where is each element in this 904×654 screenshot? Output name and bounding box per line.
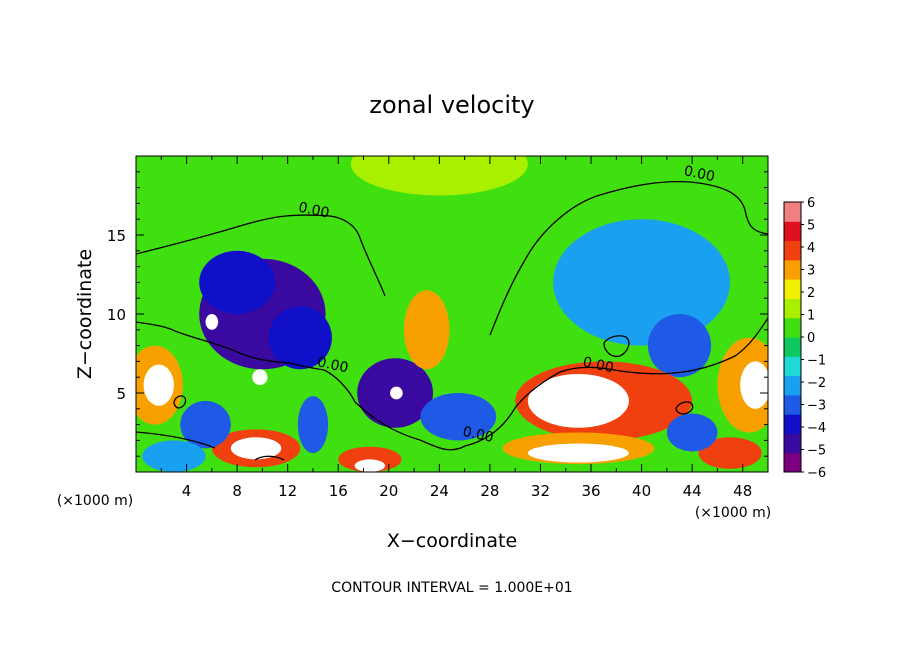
field-cell (143, 364, 174, 406)
contour-label: 0.00 (297, 199, 331, 221)
chart-title: zonal velocity (369, 91, 534, 119)
y-tick-label: 5 (116, 385, 126, 403)
field-cells (136, 156, 768, 472)
contour-interval-footer: CONTOUR INTERVAL = 1.000E+01 (331, 580, 572, 596)
field-cell (698, 437, 762, 469)
colorbar-tick-label: −3 (807, 399, 826, 414)
colorbar-swatch (784, 356, 801, 377)
field-cell (180, 400, 231, 449)
x-tick-label: 36 (581, 482, 600, 500)
colorbar-tick-label: 1 (807, 309, 815, 324)
field-cell (553, 219, 731, 346)
field-cell (350, 156, 528, 196)
colorbar-swatch (784, 452, 801, 473)
colorbar-swatch (784, 259, 801, 280)
colorbar-swatch (784, 337, 801, 357)
colorbar-tick-label: 5 (807, 219, 815, 234)
zero-contour-lines (136, 180, 768, 461)
colorbar-tick-label: −4 (807, 421, 826, 436)
colorbar-tick-label: 3 (807, 264, 815, 279)
field-cell (268, 306, 332, 370)
colorbar-tick-label: −2 (807, 376, 826, 391)
x-tick-label: 48 (733, 482, 752, 500)
field-cell (230, 437, 282, 460)
colorbar-tick-label: 2 (807, 286, 815, 301)
contour-label: 0.00 (581, 354, 615, 376)
y-axis-label: Z−coordinate (74, 249, 96, 379)
x-tick-label: 8 (232, 482, 242, 500)
colorbar-swatch (784, 240, 801, 261)
colorbar-swatch (784, 375, 801, 396)
x-unit-left: (×1000 m) (57, 493, 133, 509)
field-cell (354, 459, 386, 472)
x-tick-label: 16 (329, 482, 348, 500)
field-cell (527, 374, 629, 428)
x-axis-label: X−coordinate (387, 530, 517, 552)
field-cell (199, 250, 276, 314)
y-tick-label: 15 (107, 227, 126, 245)
contour-label: 0.00 (316, 354, 350, 376)
colorbar-swatch (784, 298, 801, 319)
x-tick-label: 4 (182, 482, 192, 500)
x-tick-label: 28 (480, 482, 499, 500)
colorbar-tick-label: 6 (807, 196, 815, 211)
field-cell (420, 393, 497, 441)
colorbar-tick-label: 4 (807, 241, 815, 256)
field-cell (527, 443, 629, 463)
y-axis: 5 10 15 (107, 171, 768, 457)
x-tick-label: 20 (379, 482, 398, 500)
colorbar-tick-label: 0 (807, 331, 815, 346)
x-tick-label: 32 (531, 482, 550, 500)
field-cell (647, 314, 712, 378)
field-cell (740, 361, 768, 409)
colorbar-swatch (784, 221, 801, 242)
field-cell (390, 386, 403, 400)
field-cell (403, 290, 450, 370)
y-tick-label: 10 (107, 306, 126, 324)
x-unit-right: (×1000 m) (695, 505, 771, 521)
x-axis: 4 8 12 16 20 24 28 32 36 40 44 48 (160, 156, 752, 500)
colorbar-swatch (784, 433, 801, 454)
colorbar-swatch (784, 317, 801, 338)
x-tick-label: 40 (632, 482, 651, 500)
contour-label: 0.00 (461, 424, 495, 446)
colorbar-tick-label: −1 (807, 354, 826, 369)
field-cell (666, 413, 718, 452)
colorbar-swatch (784, 414, 801, 434)
field-cell (252, 369, 268, 386)
colorbar-swatch (784, 394, 801, 415)
field-cell (142, 440, 206, 472)
field-cell (297, 396, 329, 454)
colorbar-swatch (784, 279, 801, 299)
x-tick-label: 24 (430, 482, 449, 500)
field-cell (205, 314, 219, 330)
heatmap-field: 0.00 0.00 0.00 0.00 0.00 (136, 156, 768, 472)
field-cell (338, 446, 402, 472)
colorbar-swatch (784, 202, 801, 222)
colorbar-tick-label: −5 (807, 444, 826, 459)
x-tick-label: 12 (278, 482, 297, 500)
contour-label: 0.00 (682, 163, 716, 185)
contour-labels: 0.00 0.00 0.00 0.00 0.00 (297, 163, 716, 446)
colorbar: 6 5 4 3 2 1 0 −1 −2 −3 −4 −5 −6 (783, 196, 826, 481)
x-tick-label: 44 (683, 482, 702, 500)
colorbar-tick-label: −6 (807, 466, 826, 481)
